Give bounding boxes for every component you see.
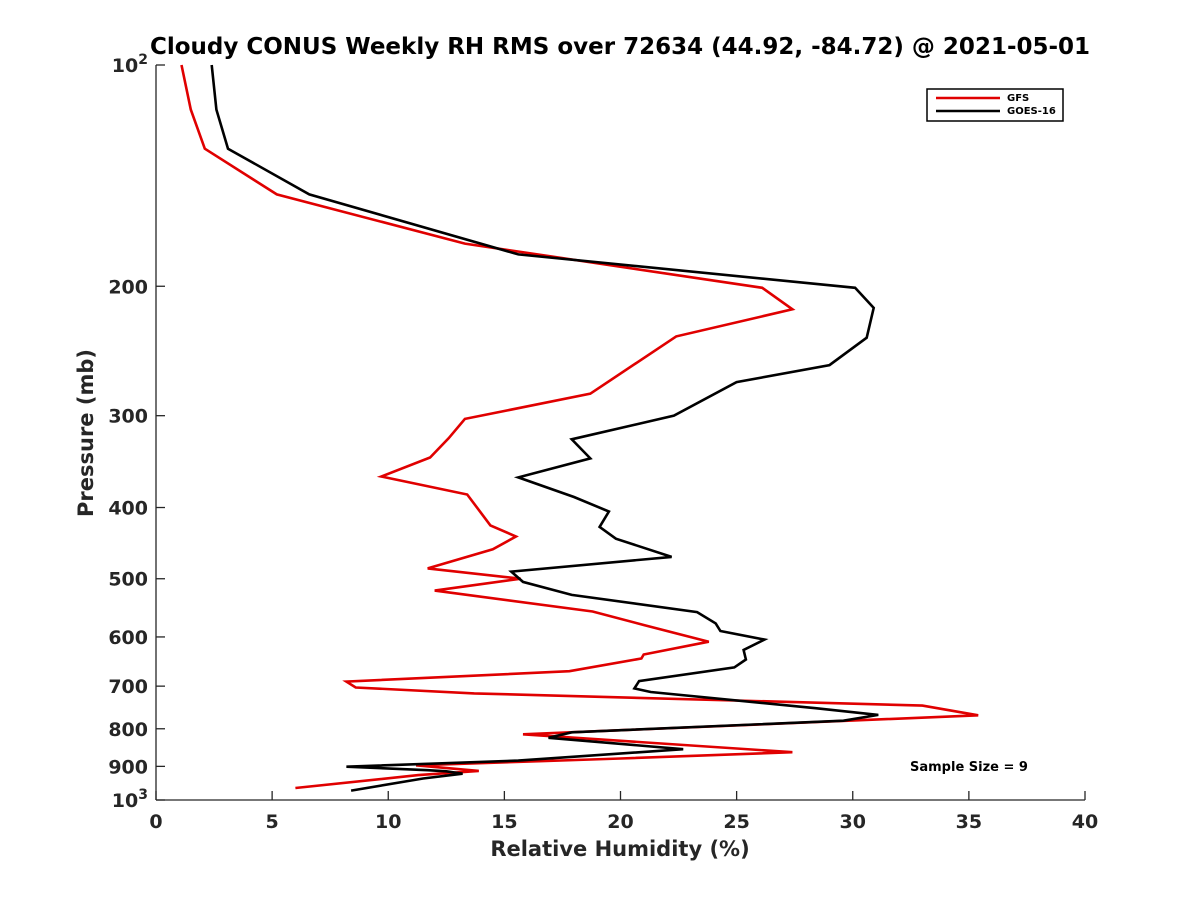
x-tick-label: 0 — [149, 811, 162, 833]
x-tick-label: 35 — [956, 811, 982, 833]
sample-size-annotation: Sample Size = 9 — [910, 760, 1028, 775]
legend: GFS GOES-16 — [926, 88, 1064, 122]
x-tick-label: 25 — [723, 811, 749, 833]
y-tick-label: 500 — [108, 569, 148, 591]
x-tick-label: 15 — [491, 811, 517, 833]
chart-title: Cloudy CONUS Weekly RH RMS over 72634 (4… — [150, 34, 1090, 60]
y-tick-label: 103 — [112, 787, 148, 812]
series-line-goes16 — [210, 64, 879, 792]
x-axis-title: Relative Humidity (%) — [490, 837, 749, 861]
legend-label-goes16: GOES-16 — [1007, 106, 1056, 117]
y-tick-label: 102 — [112, 52, 148, 77]
plot-lines — [180, 64, 979, 792]
x-tick-label: 5 — [266, 811, 279, 833]
y-tick-label: 400 — [108, 498, 148, 520]
plot-axes — [155, 65, 1085, 801]
x-tick-label: 40 — [1072, 811, 1098, 833]
series-line-gfs — [180, 64, 979, 790]
y-tick-label: 700 — [108, 676, 148, 698]
legend-box — [926, 88, 1064, 122]
y-tick-label: 200 — [108, 276, 148, 298]
y-tick-label: 300 — [108, 406, 148, 428]
x-tick-label: 10 — [375, 811, 401, 833]
x-axis-ticks: 0 5 10 15 20 25 30 35 40 — [149, 791, 1098, 833]
y-tick-label: 900 — [108, 756, 148, 778]
legend-label-gfs: GFS — [1007, 93, 1029, 104]
y-tick-label: 800 — [108, 719, 148, 741]
y-axis-ticks: 102 200 300 400 500 600 700 800 900 103 — [108, 52, 165, 812]
y-tick-label: 600 — [108, 627, 148, 649]
y-axis-title: Pressure (mb) — [74, 349, 98, 517]
x-tick-label: 30 — [840, 811, 866, 833]
x-tick-label: 20 — [607, 811, 633, 833]
